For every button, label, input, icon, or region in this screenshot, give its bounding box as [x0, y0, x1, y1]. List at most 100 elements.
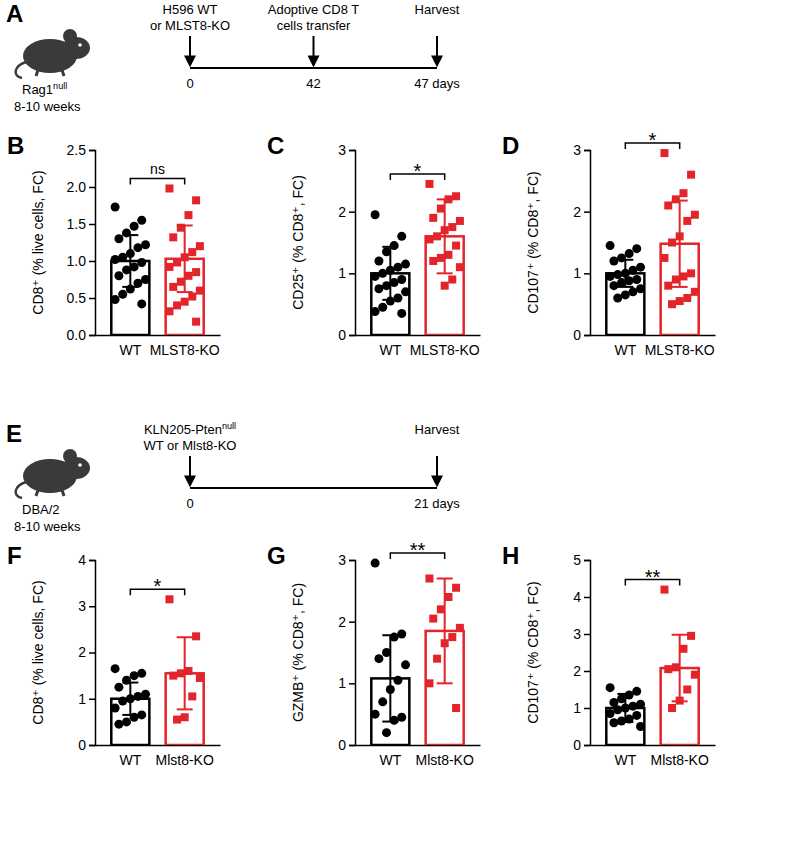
data-point — [397, 232, 406, 241]
data-point — [606, 709, 615, 718]
x-tick: MLST8-KO — [645, 342, 715, 358]
data-point — [683, 217, 691, 225]
tick-label: 1 — [338, 675, 346, 691]
y-tick: 2 — [573, 204, 590, 220]
x-axis: WTMLST8-KO — [356, 336, 481, 358]
significance-label: ns — [150, 161, 165, 177]
data-point — [632, 244, 641, 253]
data-point — [141, 690, 150, 699]
data-point — [181, 298, 189, 306]
panel-letter: D — [502, 132, 519, 159]
mouse-icon — [16, 449, 90, 498]
y-axis: 0123 — [338, 142, 355, 343]
y-tick: 3 — [78, 598, 95, 614]
data-point — [606, 683, 615, 692]
mouse-leg — [36, 490, 38, 496]
y-tick: 1 — [78, 691, 95, 707]
data-point — [393, 676, 402, 685]
y-tick: 0 — [573, 327, 590, 343]
category-label: WT — [614, 342, 636, 358]
error-bar — [389, 635, 391, 721]
data-point — [401, 287, 410, 296]
data-point — [441, 282, 449, 290]
data-point — [374, 284, 383, 293]
y-axis-title: CD8⁺ (% live cells, FC) — [30, 580, 46, 724]
tick-label: 3 — [573, 626, 581, 642]
category-label: Mlst8-KO — [651, 752, 709, 768]
tick-mark — [584, 335, 590, 337]
y-axis-line — [584, 151, 591, 336]
y-axis: 0123 — [573, 142, 590, 343]
y-tick: 1.0 — [67, 253, 95, 269]
event-arrow — [313, 36, 315, 65]
mouse-eye — [78, 43, 82, 47]
tick-label: 0.5 — [67, 290, 87, 306]
error-bar — [184, 637, 186, 709]
data-point — [437, 605, 445, 613]
y-axis-title: CD107⁺ (% CD8⁺, FC) — [525, 581, 541, 723]
data-point — [130, 671, 139, 680]
tick-mark — [89, 652, 95, 654]
data-point — [452, 704, 460, 712]
tick-mark — [584, 597, 590, 599]
tick-label: 3 — [78, 598, 86, 614]
data-point — [382, 728, 391, 737]
x-tick: WT — [119, 342, 141, 358]
tick-mark — [89, 335, 95, 337]
data-point — [184, 272, 192, 280]
event-label: cells transfer — [277, 18, 351, 33]
x-axis: WT MLST8-KO — [96, 336, 221, 358]
tick-mark — [89, 224, 95, 226]
tick-mark — [89, 606, 95, 608]
data-point — [437, 205, 445, 213]
data-point — [181, 713, 189, 721]
tick-label: 1.5 — [67, 216, 87, 232]
data-point — [444, 593, 452, 601]
data-point — [184, 667, 192, 675]
data-point — [371, 272, 380, 281]
data-point — [687, 269, 695, 277]
data-point — [683, 294, 691, 302]
timeline-axis — [190, 67, 437, 69]
y-tick: 1 — [573, 700, 590, 716]
mouse-tail — [16, 62, 26, 78]
data-point — [452, 242, 460, 250]
tick-label: 0 — [573, 327, 581, 343]
tick-label: 2.0 — [67, 179, 87, 195]
data-point — [425, 575, 433, 583]
y-axis: 012345 — [573, 552, 590, 753]
figure: ARag1null8-10 weeksH596 WTor MLST8-KO0Ad… — [0, 0, 800, 850]
figure-canvas: ARag1null8-10 weeksH596 WTor MLST8-KO0Ad… — [0, 0, 800, 850]
data-point — [188, 293, 196, 301]
event-day: 42 — [306, 76, 320, 91]
data-point — [625, 249, 634, 258]
text-part: KLN205-Pten — [144, 422, 222, 437]
y-tick: 1 — [338, 675, 355, 691]
data-point — [668, 704, 676, 712]
error-cap — [437, 682, 453, 684]
event-label: Adoptive CD8 T — [268, 2, 360, 17]
category-label: MLST8-KO — [150, 342, 220, 358]
data-point — [448, 276, 456, 284]
data-point — [196, 674, 204, 682]
plot-area — [371, 559, 464, 745]
error-cap — [382, 246, 398, 248]
y-tick: 0 — [78, 737, 95, 753]
tick-mark — [349, 560, 355, 562]
tick-label: 2 — [338, 614, 346, 630]
data-point — [628, 702, 637, 711]
tick-mark — [89, 187, 95, 189]
error-bar — [129, 235, 131, 287]
tick-label: 1 — [573, 265, 581, 281]
data-point — [672, 276, 680, 284]
data-point — [118, 290, 127, 299]
data-point — [371, 559, 380, 568]
data-point — [437, 254, 445, 262]
error-bar — [184, 225, 186, 292]
data-point — [425, 679, 433, 687]
data-point — [192, 632, 200, 640]
tick-mark — [584, 150, 590, 152]
event-arrow — [189, 456, 191, 485]
data-point — [137, 258, 146, 267]
tick-label: 1 — [573, 700, 581, 716]
